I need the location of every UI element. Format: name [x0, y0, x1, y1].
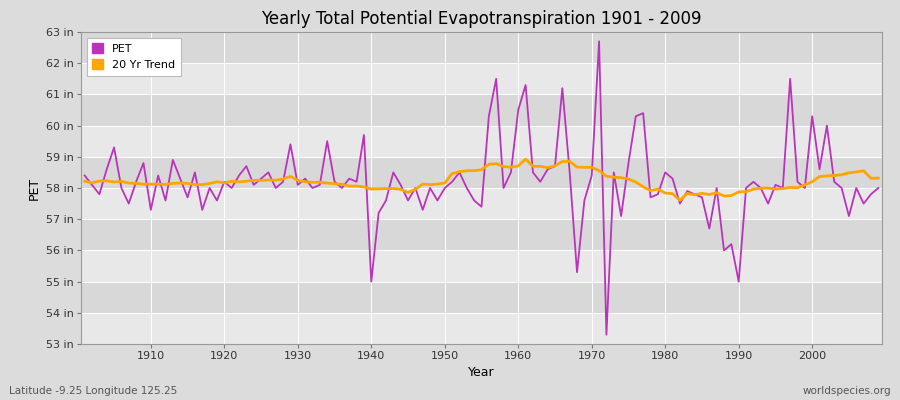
Text: Latitude -9.25 Longitude 125.25: Latitude -9.25 Longitude 125.25 — [9, 386, 177, 396]
PET — [344, 176, 355, 181]
Bar — [81, 157, 882, 188]
PET — [513, 108, 524, 112]
Y-axis label: PET: PET — [28, 176, 40, 200]
PET — [873, 186, 884, 190]
Line: 20 Yr Trend: 20 Yr Trend — [85, 159, 878, 200]
20 Yr Trend — [513, 164, 524, 168]
20 Yr Trend — [520, 157, 531, 162]
PET — [594, 39, 605, 44]
Text: worldspecies.org: worldspecies.org — [803, 386, 891, 396]
20 Yr Trend — [873, 176, 884, 180]
Bar — [81, 282, 882, 313]
PET — [506, 170, 517, 175]
20 Yr Trend — [608, 175, 619, 180]
Bar — [81, 219, 882, 250]
X-axis label: Year: Year — [468, 366, 495, 380]
PET — [601, 332, 612, 337]
Bar — [81, 63, 882, 94]
PET — [300, 176, 310, 181]
Bar — [81, 126, 882, 157]
20 Yr Trend — [344, 184, 355, 188]
Bar — [81, 188, 882, 219]
PET — [79, 173, 90, 178]
Bar — [81, 250, 882, 282]
Legend: PET, 20 Yr Trend: PET, 20 Yr Trend — [86, 38, 181, 76]
20 Yr Trend — [674, 198, 685, 203]
Bar — [81, 94, 882, 126]
Line: PET: PET — [85, 41, 878, 335]
20 Yr Trend — [506, 165, 517, 170]
Bar — [81, 32, 882, 63]
20 Yr Trend — [300, 179, 310, 184]
20 Yr Trend — [79, 179, 90, 184]
PET — [616, 214, 626, 218]
20 Yr Trend — [138, 182, 148, 187]
PET — [138, 161, 148, 166]
Bar — [81, 313, 882, 344]
Title: Yearly Total Potential Evapotranspiration 1901 - 2009: Yearly Total Potential Evapotranspiratio… — [261, 10, 702, 28]
